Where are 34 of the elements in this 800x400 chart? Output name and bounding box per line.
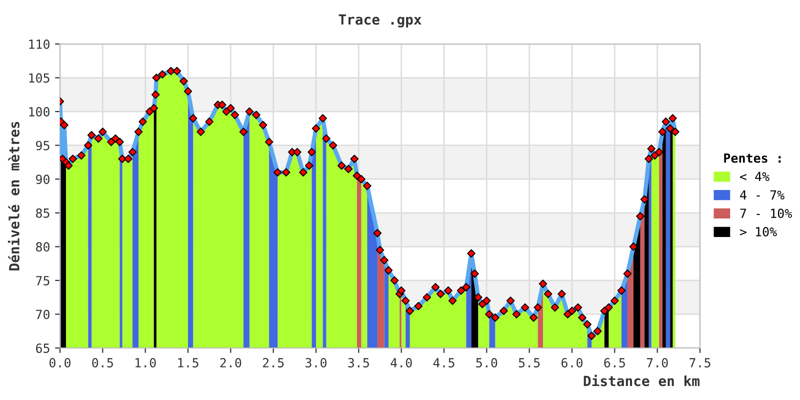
y-tick-label: 75 [36,276,50,286]
legend-label: < 4% [740,172,770,182]
y-tick-label: 90 [36,174,50,184]
x-tick-label: 3.0 [306,358,326,368]
x-tick-label: 1.0 [136,358,156,368]
x-tick-label: 5.5 [518,358,540,368]
y-tick-label: 110 [29,40,50,49]
legend-label: 7 - 10% [740,208,792,218]
x-tick-label: 2.5 [262,358,284,368]
y-tick-label: 100 [29,107,50,117]
y-tick-label: 105 [29,73,50,83]
y-tick-label: 65 [36,344,50,353]
x-tick-label: 0.0 [50,358,70,368]
chart-title: Trace .gpx [338,14,422,28]
x-tick-label: 0.5 [92,358,113,368]
x-tick-label: 7.0 [646,358,668,368]
y-tick-label: 80 [36,242,50,252]
legend-label: > 10% [740,227,777,236]
x-tick-label: 4.5 [433,358,454,368]
x-axis-title: Distance en km [584,374,700,386]
x-tick-label: 7.5 [690,358,710,368]
x-tick-label: 5.0 [476,358,498,368]
x-tick-label: 1.5 [178,358,198,368]
y-tick-label: 85 [36,208,50,218]
y-tick-label: 70 [36,310,50,320]
y-tick-label: 95 [36,140,50,150]
x-tick-label: 3.5 [348,358,369,368]
x-tick-label: 4.0 [390,358,412,368]
y-axis-title: Dénivelé en mètres [8,122,20,270]
legend-title: Pentes : [724,154,781,163]
x-tick-label: 6.0 [562,358,582,368]
legend-label: 4 - 7% [740,190,784,200]
x-tick-label: 2.0 [220,358,242,368]
x-tick-label: 6.5 [604,358,625,368]
